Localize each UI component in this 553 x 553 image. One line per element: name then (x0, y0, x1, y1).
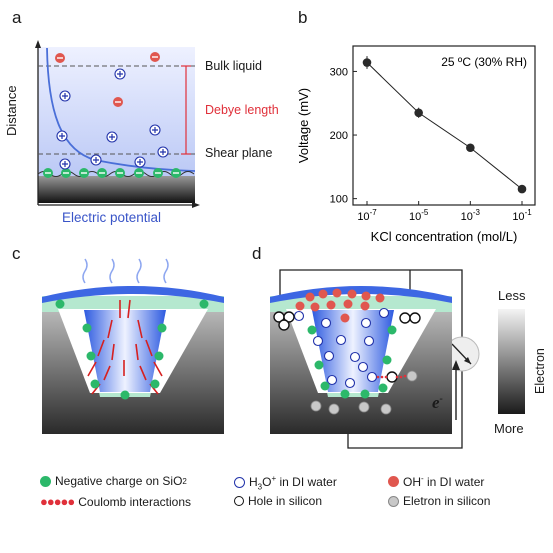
shear-plane-label: Shear plane (205, 146, 273, 160)
panel-d-label: d (252, 244, 262, 263)
y-tick-label: 300 (330, 66, 348, 78)
legend-neg-sio2: Negative charge on SiO 2 (40, 474, 187, 488)
panel-a-x-axis-label: Electric potential (62, 210, 162, 225)
oh-icon (388, 476, 399, 487)
x-axis-label: KCl concentration (mol/L) (371, 229, 518, 244)
electron-flow-symbol: e- (432, 393, 443, 412)
voltage-chart: 100 200 300 10-7 10-5 10-3 10-1 KCl concentrati… (296, 45, 536, 244)
legend-hole: Hole in silicon (234, 494, 322, 508)
bulk-liquid-label: Bulk liquid (205, 59, 262, 73)
y-tick-label: 100 (330, 194, 348, 206)
scale-more-label: More (494, 421, 524, 436)
scale-electron-label: Electron (533, 348, 547, 394)
x-tick-label: 10-1 (512, 208, 532, 223)
panel-c-label: c (12, 244, 21, 263)
green-charge-icon (40, 475, 51, 487)
legend-electron: Eletron in silicon (388, 494, 490, 508)
legend-coulomb: ●●●●● Coulomb interactions (40, 494, 191, 509)
x-tick-label: 10-5 (409, 208, 429, 223)
legend-oh: OH- in DI water (388, 474, 484, 489)
scale-less-label: Less (498, 288, 526, 303)
data-point (362, 58, 372, 67)
y-tick-label: 200 (330, 130, 348, 142)
series-line (366, 62, 523, 190)
legend-h3o: H3O+ in DI water (234, 474, 337, 491)
coulomb-dots-icon: ●●●●● (40, 494, 75, 509)
y-axis-label: Voltage (mV) (296, 88, 311, 163)
electron-icon (388, 495, 399, 507)
hole-icon (234, 496, 244, 506)
h3o-icon (234, 477, 245, 489)
data-point (466, 143, 475, 153)
panel-b-label: b (298, 8, 308, 27)
plot-frame (352, 45, 536, 206)
debye-length-label: Debye length (205, 103, 279, 117)
chart-annotation: 25 ºC (30% RH) (441, 55, 527, 69)
panel-a-label: a (12, 8, 22, 27)
x-tick-label: 10-7 (357, 208, 377, 223)
x-tick-label: 10-3 (461, 208, 481, 223)
data-point (414, 108, 423, 118)
data-point (517, 184, 527, 194)
